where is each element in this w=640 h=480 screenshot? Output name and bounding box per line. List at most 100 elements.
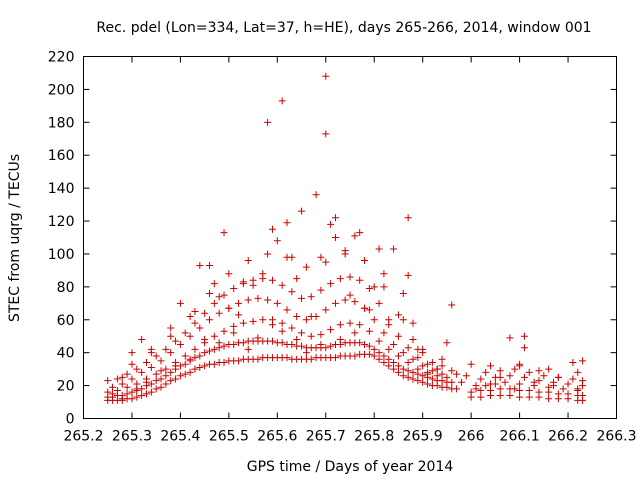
x-tick-label: 266 — [458, 429, 485, 445]
data-point — [346, 273, 354, 281]
data-point — [409, 319, 417, 327]
data-point — [520, 344, 528, 352]
data-point — [365, 342, 373, 350]
data-point — [254, 294, 262, 302]
data-point — [443, 339, 451, 347]
data-point — [336, 336, 344, 344]
data-point — [370, 283, 378, 291]
data-point — [288, 288, 296, 296]
data-point — [351, 298, 359, 306]
data-point — [210, 360, 218, 368]
data-point — [327, 326, 335, 334]
data-point — [142, 359, 150, 367]
data-point — [293, 312, 301, 320]
x-tick-label: 265.8 — [354, 429, 394, 445]
data-point — [535, 377, 543, 385]
data-point — [370, 316, 378, 324]
data-point — [191, 308, 199, 316]
data-point — [239, 319, 247, 327]
data-point — [138, 336, 146, 344]
data-point — [365, 350, 373, 358]
y-tick-label: 0 — [66, 412, 75, 428]
data-point — [341, 296, 349, 304]
data-point — [191, 354, 199, 362]
data-point — [380, 352, 388, 360]
data-point — [351, 329, 359, 337]
data-point — [128, 395, 136, 403]
data-point — [409, 375, 417, 383]
y-tick-label: 80 — [57, 280, 75, 296]
data-point — [264, 250, 272, 258]
data-point — [419, 372, 427, 380]
data-point — [428, 359, 436, 367]
data-point — [394, 332, 402, 340]
data-point — [443, 373, 451, 381]
data-point — [550, 382, 558, 390]
data-point — [564, 390, 572, 398]
data-point — [394, 362, 402, 370]
data-point — [176, 299, 184, 307]
data-point — [167, 324, 175, 332]
data-point — [307, 355, 315, 363]
data-point — [448, 301, 456, 309]
data-point — [230, 285, 238, 293]
data-point — [302, 263, 310, 271]
data-point — [147, 363, 155, 371]
data-point — [288, 324, 296, 332]
data-point — [414, 354, 422, 362]
data-point — [147, 380, 155, 388]
data-point — [230, 322, 238, 330]
data-point — [259, 270, 267, 278]
data-point — [540, 372, 548, 380]
data-point — [104, 388, 112, 396]
x-tick-label: 265.4 — [160, 429, 200, 445]
data-point — [273, 237, 281, 245]
data-point — [133, 393, 141, 401]
data-point — [453, 370, 461, 378]
data-point — [181, 360, 189, 368]
data-point — [220, 342, 228, 350]
data-point — [317, 340, 325, 348]
data-point — [249, 281, 257, 289]
data-point — [123, 383, 131, 391]
data-point — [210, 299, 218, 307]
data-point — [152, 385, 160, 393]
data-point — [302, 316, 310, 324]
data-point — [225, 304, 233, 312]
data-point — [259, 316, 267, 324]
data-point — [525, 393, 533, 401]
data-point — [244, 257, 252, 265]
data-point — [380, 283, 388, 291]
data-point — [520, 373, 528, 381]
data-point — [196, 261, 204, 269]
data-point — [186, 332, 194, 340]
data-point — [327, 220, 335, 228]
data-point — [239, 278, 247, 286]
data-point — [482, 368, 490, 376]
data-point — [370, 352, 378, 360]
data-point — [574, 368, 582, 376]
data-point — [516, 380, 524, 388]
data-point — [191, 345, 199, 353]
data-point — [404, 271, 412, 279]
data-point — [457, 378, 465, 386]
data-point — [535, 388, 543, 396]
x-tick-label: 266.2 — [548, 429, 588, 445]
data-point — [579, 391, 587, 399]
data-point — [331, 354, 339, 362]
data-point — [205, 316, 213, 324]
data-point — [525, 368, 533, 376]
data-point — [147, 345, 155, 353]
data-point — [525, 387, 533, 395]
data-point — [133, 365, 141, 373]
data-point — [191, 365, 199, 373]
data-point — [399, 372, 407, 380]
data-point — [394, 352, 402, 360]
y-tick-label: 40 — [57, 346, 75, 362]
data-point — [482, 382, 490, 390]
data-point — [361, 304, 369, 312]
data-point — [375, 299, 383, 307]
data-point — [196, 324, 204, 332]
data-point — [404, 367, 412, 375]
data-point — [424, 360, 432, 368]
